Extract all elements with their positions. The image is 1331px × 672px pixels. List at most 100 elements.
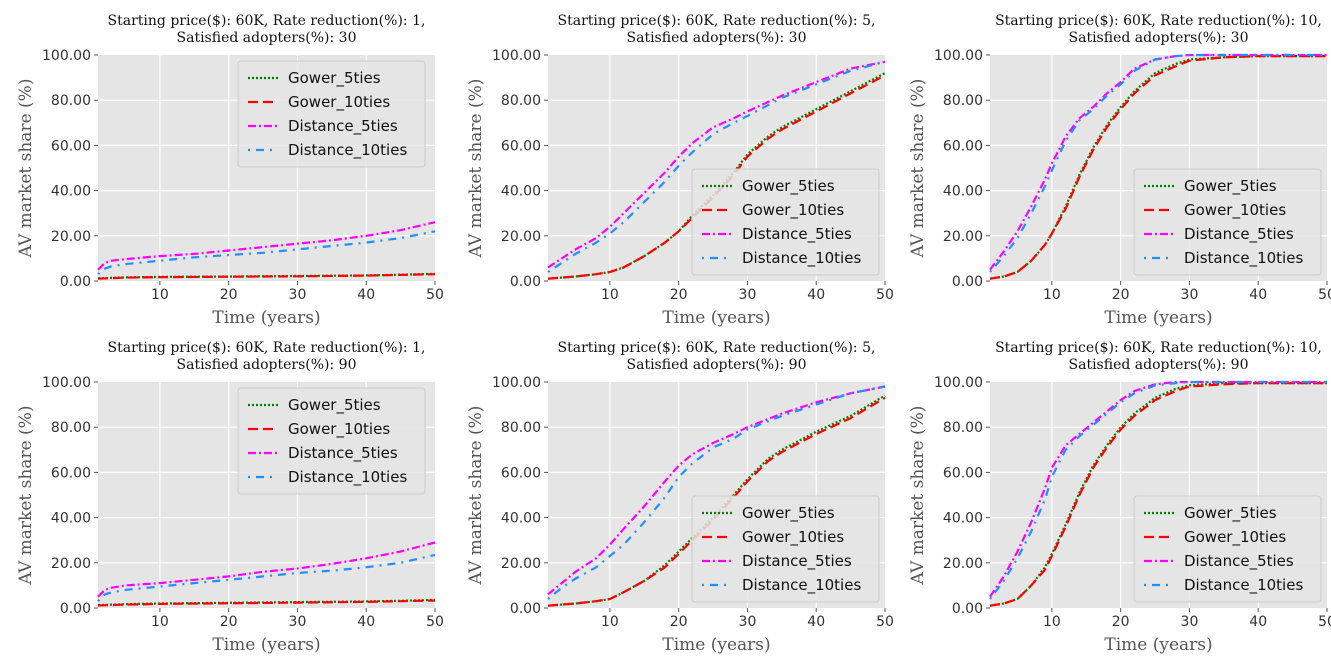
legend-label: Gower_5ties [288, 396, 381, 415]
y-tick-label: 80.00 [501, 420, 541, 436]
series-line-distance-5ties [97, 221, 436, 271]
series-line-gower-10ties [989, 382, 1327, 607]
y-tick-label: 60.00 [943, 465, 983, 481]
chart-title-line: Satisfied adopters(%): 90 [627, 357, 807, 373]
y-tick-label: 60.00 [51, 465, 91, 481]
x-tick-label: 50 [876, 287, 894, 303]
x-tick-label: 20 [670, 287, 688, 303]
series-line-gower-10ties [989, 54, 1327, 280]
y-axis-label: AV market share (%) [466, 79, 486, 259]
x-tick-label: 50 [876, 614, 894, 630]
y-tick-label: 40.00 [943, 184, 983, 200]
legend-box [237, 60, 426, 168]
chart-title-line: Starting price($): 60K, Rate reduction(%… [558, 13, 876, 29]
y-tick-label: 80.00 [51, 420, 91, 436]
x-axis-label: Time (years) [212, 308, 320, 328]
y-tick-label: 100.00 [492, 375, 541, 391]
legend-label: Gower_5ties [742, 504, 835, 523]
x-tick-label: 10 [1043, 614, 1061, 630]
series-line-distance-5ties [547, 385, 886, 596]
chart-title-line: Satisfied adopters(%): 90 [177, 357, 357, 373]
x-tick-label: 50 [426, 287, 444, 303]
legend-label: Distance_10ties [742, 576, 861, 595]
y-axis-label: AV market share (%) [466, 406, 486, 586]
y-tick-label: 40.00 [51, 511, 91, 527]
y-tick-label: 60.00 [51, 138, 91, 154]
x-tick-label: 10 [601, 287, 619, 303]
y-tick-label: 80.00 [51, 93, 91, 109]
legend-label: Distance_5ties [288, 444, 398, 463]
x-tick-label: 20 [220, 287, 238, 303]
x-tick-label: 50 [426, 614, 444, 630]
series-line-distance-5ties [989, 53, 1327, 271]
series-line-gower-10ties [547, 74, 886, 280]
legend-label: Gower_10ties [288, 420, 390, 439]
x-tick-label: 10 [1043, 287, 1061, 303]
series-line-distance-10ties [547, 60, 886, 273]
legend-label: Gower_10ties [1184, 528, 1286, 547]
y-axis-label: AV market share (%) [16, 406, 36, 586]
y-tick-label: 100.00 [42, 375, 91, 391]
legend-label: Distance_5ties [742, 225, 852, 244]
legend: Gower_5ties Gower_10ties Distance_5ties Dis… [237, 60, 426, 168]
legend-label: Distance_10ties [742, 249, 861, 268]
y-tick-label: 0.00 [952, 601, 983, 617]
series-line-gower-5ties [989, 382, 1327, 607]
series-line-gower-5ties [989, 54, 1327, 280]
x-tick-label: 30 [1181, 614, 1199, 630]
x-tick-label: 30 [1181, 287, 1199, 303]
y-tick-label: 20.00 [501, 556, 541, 572]
legend-box [691, 495, 880, 603]
chart-title-line: Starting price($): 60K, Rate reduction(%… [995, 13, 1322, 29]
y-tick-label: 20.00 [943, 229, 983, 245]
series-line-gower-5ties [547, 72, 886, 280]
series-line-gower-10ties [97, 273, 436, 280]
x-tick-label: 30 [739, 287, 757, 303]
y-tick-label: 40.00 [501, 511, 541, 527]
y-tick-label: 40.00 [501, 184, 541, 200]
x-tick-label: 50 [1318, 287, 1331, 303]
x-tick-label: 30 [739, 614, 757, 630]
legend-label: Distance_10ties [1184, 576, 1303, 595]
series-line-gower-10ties [547, 396, 886, 607]
y-tick-label: 0.00 [60, 274, 91, 290]
legend-box [1133, 168, 1322, 276]
chart-title-line: Satisfied adopters(%): 30 [627, 30, 807, 46]
series-line-distance-5ties [97, 541, 436, 598]
y-tick-label: 40.00 [51, 184, 91, 200]
y-tick-label: 100.00 [42, 48, 91, 64]
y-tick-label: 0.00 [952, 274, 983, 290]
x-axis-label: Time (years) [662, 635, 770, 655]
x-tick-label: 10 [151, 287, 169, 303]
x-tick-label: 40 [1249, 287, 1267, 303]
legend-label: Gower_10ties [742, 528, 844, 547]
legend: Gower_5ties Gower_10ties Distance_5ties Dis… [691, 168, 880, 276]
legend: Gower_5ties Gower_10ties Distance_5ties Dis… [1133, 495, 1322, 603]
legend-label: Distance_5ties [1184, 225, 1294, 244]
series-line-distance-10ties [989, 53, 1327, 273]
x-tick-label: 40 [357, 287, 375, 303]
legend: Gower_5ties Gower_10ties Distance_5ties Dis… [1133, 168, 1322, 276]
y-axis-label: AV market share (%) [908, 406, 928, 586]
y-tick-label: 20.00 [51, 556, 91, 572]
x-tick-label: 40 [1249, 614, 1267, 630]
chart-title-line: Satisfied adopters(%): 30 [177, 30, 357, 46]
legend-label: Gower_5ties [288, 69, 381, 88]
legend-box [1133, 495, 1322, 603]
y-tick-label: 100.00 [934, 48, 983, 64]
legend-label: Distance_10ties [1184, 249, 1303, 268]
y-tick-label: 60.00 [501, 465, 541, 481]
legend-box [691, 168, 880, 276]
y-tick-label: 0.00 [60, 601, 91, 617]
x-tick-label: 40 [807, 614, 825, 630]
x-tick-label: 50 [1318, 614, 1331, 630]
series-line-distance-10ties [989, 380, 1327, 600]
chart-title-line: Starting price($): 60K, Rate reduction(%… [108, 340, 426, 356]
x-tick-label: 10 [151, 614, 169, 630]
chart-title-line: Satisfied adopters(%): 90 [1069, 357, 1249, 373]
series-line-distance-5ties [989, 380, 1327, 598]
legend: Gower_5ties Gower_10ties Distance_5ties Dis… [237, 387, 426, 495]
legend-label: Distance_5ties [288, 117, 398, 136]
x-tick-label: 30 [289, 614, 307, 630]
